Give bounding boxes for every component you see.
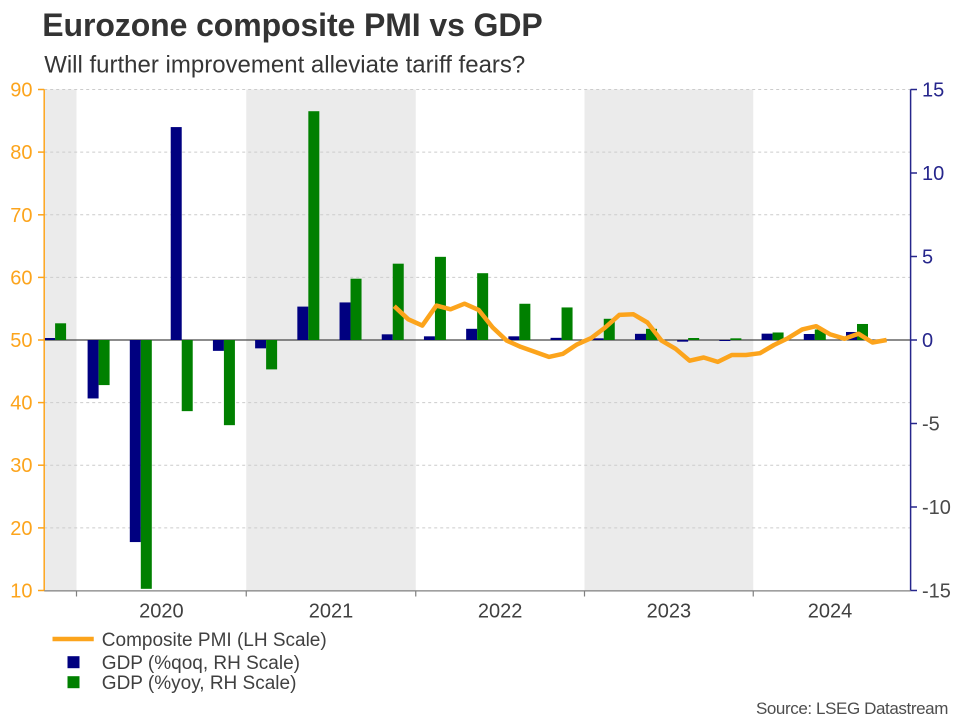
svg-text:-10: -10 [922, 497, 951, 519]
svg-text:10: 10 [10, 581, 32, 603]
svg-text:5: 5 [922, 247, 933, 269]
svg-text:80: 80 [10, 142, 32, 164]
svg-text:-15: -15 [922, 581, 951, 603]
svg-text:2020: 2020 [139, 601, 184, 623]
svg-text:2024: 2024 [808, 601, 853, 623]
svg-text:GDP (%qoq, RH Scale): GDP (%qoq, RH Scale) [102, 653, 300, 674]
svg-text:30: 30 [10, 455, 32, 477]
svg-text:90: 90 [10, 80, 32, 102]
svg-text:50: 50 [10, 330, 32, 352]
svg-text:Source: LSEG Datastream: Source: LSEG Datastream [756, 699, 948, 718]
svg-text:60: 60 [10, 267, 32, 289]
svg-text:Eurozone composite PMI vs GDP: Eurozone composite PMI vs GDP [42, 7, 542, 43]
svg-text:Composite PMI (LH Scale): Composite PMI (LH Scale) [102, 630, 327, 651]
svg-text:70: 70 [10, 205, 32, 227]
svg-text:20: 20 [10, 518, 32, 540]
svg-text:0: 0 [922, 330, 933, 352]
svg-text:2021: 2021 [309, 601, 354, 623]
svg-text:40: 40 [10, 393, 32, 415]
svg-text:Will further improvement allev: Will further improvement alleviate tarif… [44, 52, 525, 79]
svg-text:2022: 2022 [478, 601, 523, 623]
svg-text:2023: 2023 [647, 601, 692, 623]
svg-text:15: 15 [922, 80, 944, 102]
svg-text:-5: -5 [922, 414, 940, 436]
svg-text:GDP (%yoy, RH Scale): GDP (%yoy, RH Scale) [102, 673, 297, 694]
svg-text:10: 10 [922, 163, 944, 185]
